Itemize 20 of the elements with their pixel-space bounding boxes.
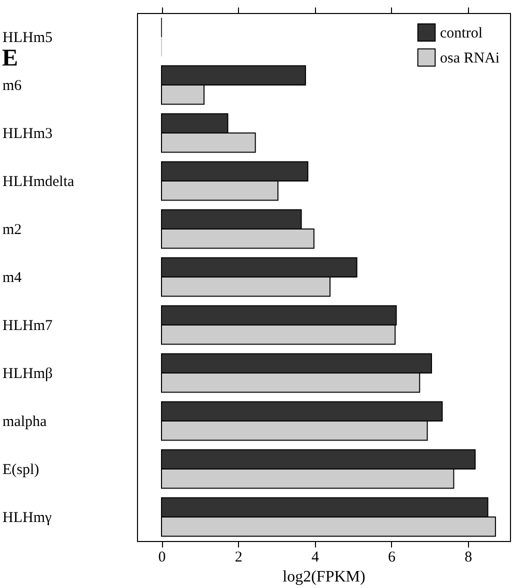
legend-label: control: [440, 26, 482, 42]
x-tick-label: 0: [158, 550, 166, 566]
y-tick-label: HLHmγ: [2, 510, 52, 526]
y-tick-label: m6: [2, 78, 22, 94]
y-tick-label: m2: [2, 222, 22, 238]
y-tick-label: malpha: [2, 414, 47, 430]
x-tick-label: 6: [388, 550, 396, 566]
x-tick-label: 2: [234, 550, 242, 566]
x-tick-label: 8: [464, 550, 472, 566]
x-axis-title: log2(FPKM): [282, 568, 366, 586]
y-tick-label: HLHm3: [2, 126, 52, 142]
y-tick-label: HLHmβ: [2, 366, 53, 382]
y-tick-label: E(spl): [2, 462, 40, 478]
x-tick-label: 4: [311, 550, 320, 566]
y-tick-label: HLHm7: [2, 318, 53, 334]
y-tick-label: m4: [2, 270, 22, 286]
y-tick-label: HLHmdelta: [2, 174, 74, 190]
legend-label: osa RNAi: [440, 50, 500, 66]
y-tick-label: HLHm5: [2, 30, 52, 46]
text: E: [2, 46, 18, 72]
